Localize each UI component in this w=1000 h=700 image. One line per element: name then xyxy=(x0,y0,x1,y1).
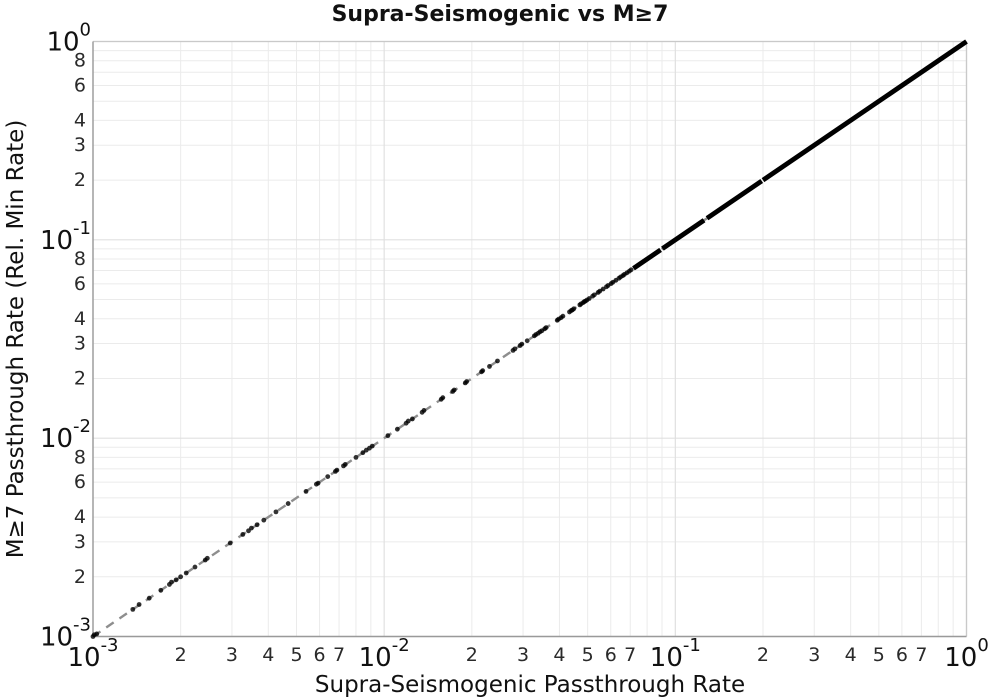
data-point xyxy=(519,341,525,347)
y-minor-tick-label: 8 xyxy=(74,446,86,468)
dense-point-run xyxy=(661,218,706,251)
data-point xyxy=(360,450,366,456)
data-point xyxy=(136,602,142,607)
data-point xyxy=(421,408,427,413)
x-minor-tick-label: 5 xyxy=(290,644,302,666)
y-minor-tick-label: 6 xyxy=(74,75,86,97)
y-minor-tick-label: 4 xyxy=(74,308,86,330)
x-minor-tick-label: 7 xyxy=(915,644,927,666)
x-minor-tick-label: 3 xyxy=(517,644,529,666)
x-minor-tick-label: 2 xyxy=(757,644,769,666)
y-minor-tick-label: 2 xyxy=(74,566,86,588)
scatter-series xyxy=(90,39,968,639)
x-minor-tick-label: 5 xyxy=(873,644,885,666)
x-major-tick-label: 10-3 xyxy=(67,635,118,673)
data-point xyxy=(369,443,375,449)
data-point xyxy=(451,387,457,393)
x-major-tick-label: 10-2 xyxy=(359,635,410,673)
y-minor-tick-label: 4 xyxy=(74,109,86,131)
data-point xyxy=(249,525,254,531)
x-minor-tick-label: 4 xyxy=(262,644,274,666)
data-point xyxy=(440,395,446,401)
y-minor-tick-label: 2 xyxy=(74,367,86,389)
data-point xyxy=(173,577,179,583)
data-point xyxy=(261,517,267,523)
data-point xyxy=(385,433,391,439)
y-minor-tick-label: 2 xyxy=(74,169,86,191)
data-point xyxy=(325,474,331,480)
data-point xyxy=(334,467,340,473)
data-point xyxy=(628,267,634,273)
data-layer xyxy=(90,39,968,639)
data-point xyxy=(409,416,415,422)
y-minor-tick-label: 6 xyxy=(74,273,86,295)
data-point xyxy=(178,574,184,580)
data-point xyxy=(394,426,400,432)
x-minor-tick-label: 7 xyxy=(624,644,636,666)
data-point xyxy=(192,564,198,570)
data-point xyxy=(353,454,359,460)
data-point xyxy=(571,306,577,312)
data-point xyxy=(524,338,530,344)
x-major-tick-label: 100 xyxy=(944,635,989,673)
data-point xyxy=(227,540,233,546)
data-point xyxy=(183,570,189,576)
gridlines xyxy=(92,40,968,638)
data-point xyxy=(342,462,348,467)
data-point xyxy=(315,480,321,486)
x-axis-label: Supra-Seismogenic Passthrough Rate xyxy=(314,672,746,698)
x-minor-tick-label: 2 xyxy=(175,644,187,666)
y-minor-tick-label: 4 xyxy=(74,506,86,528)
x-minor-tick-label: 6 xyxy=(314,644,326,666)
data-point xyxy=(130,606,136,612)
x-minor-tick-label: 6 xyxy=(896,644,908,666)
data-point xyxy=(591,292,597,298)
y-axis-label: M≥7 Passthrough Rate (Rel. Min Rate) xyxy=(3,119,29,559)
data-point xyxy=(303,489,309,494)
data-point xyxy=(487,364,492,369)
dense-point-run xyxy=(705,179,764,221)
data-point xyxy=(146,595,152,601)
y-minor-tick-label: 6 xyxy=(74,471,86,493)
y-minor-tick-label: 3 xyxy=(74,333,86,355)
y-minor-tick-label: 3 xyxy=(74,134,86,156)
data-point xyxy=(285,501,291,506)
x-minor-tick-label: 5 xyxy=(582,644,594,666)
x-minor-tick-label: 4 xyxy=(553,644,565,666)
y-minor-tick-label: 3 xyxy=(74,531,86,553)
y-minor-tick-label: 8 xyxy=(74,50,86,72)
data-point xyxy=(480,368,486,374)
data-point xyxy=(273,509,279,515)
data-point xyxy=(543,325,549,330)
x-minor-tick-label: 3 xyxy=(226,644,238,666)
x-major-tick-label: 10-1 xyxy=(650,635,701,673)
plot-frame xyxy=(92,40,968,638)
x-minor-tick-label: 7 xyxy=(333,644,345,666)
dense-point-run xyxy=(632,247,662,271)
data-point xyxy=(169,579,174,585)
chart-title: Supra-Seismogenic vs M≥7 xyxy=(331,2,669,27)
data-point xyxy=(512,346,518,352)
data-point xyxy=(560,313,566,319)
y-minor-tick-label: 8 xyxy=(74,248,86,270)
data-point xyxy=(94,631,100,637)
x-minor-tick-label: 6 xyxy=(605,644,617,666)
x-minor-tick-label: 3 xyxy=(808,644,820,666)
data-point xyxy=(464,379,470,384)
dense-point-run xyxy=(761,39,968,183)
x-minor-tick-label: 2 xyxy=(466,644,478,666)
data-point xyxy=(586,296,592,301)
data-point xyxy=(240,532,246,537)
data-point xyxy=(158,587,164,593)
data-point xyxy=(254,522,260,528)
data-point xyxy=(405,418,411,424)
data-point xyxy=(204,555,210,561)
data-point xyxy=(597,288,603,294)
x-minor-tick-label: 4 xyxy=(845,644,857,666)
data-point xyxy=(495,358,500,364)
